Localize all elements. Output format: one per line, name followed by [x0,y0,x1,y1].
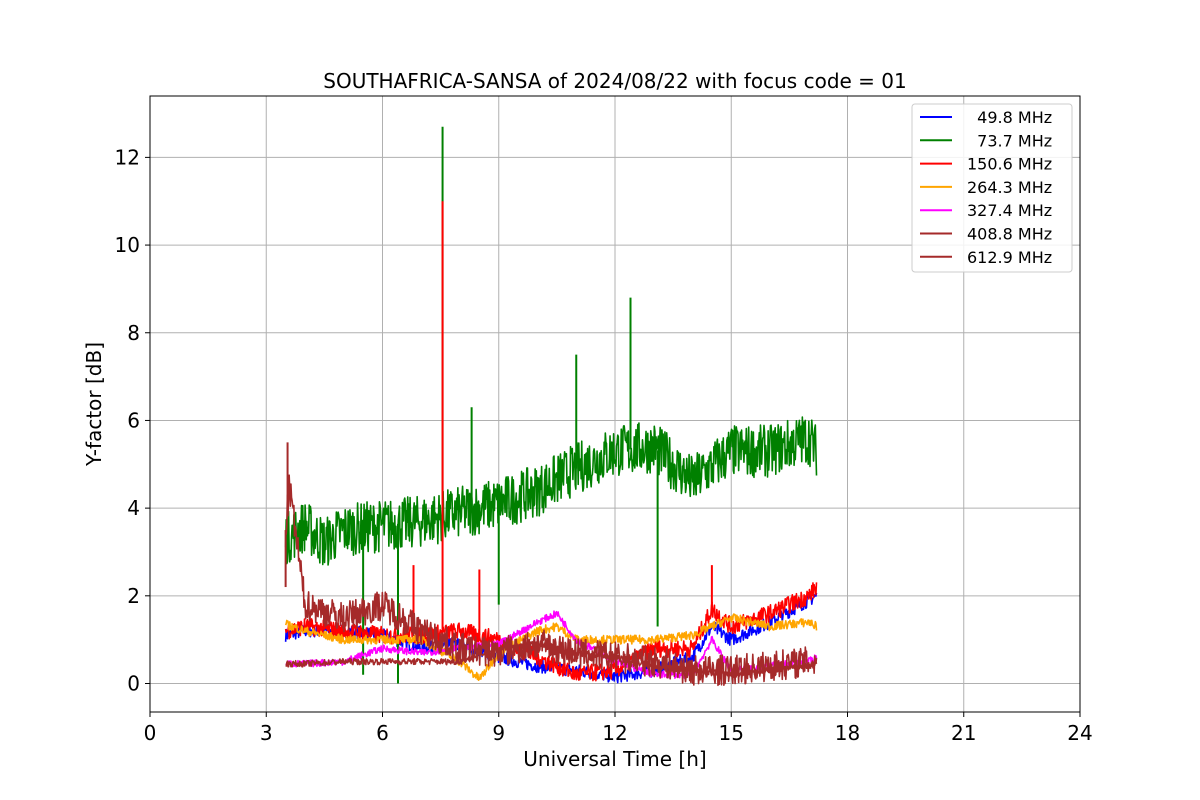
y-tick-label: 12 [115,145,140,169]
series-layer [284,126,818,687]
series-612-9-mhz [284,442,818,687]
y-tick-label: 0 [127,672,140,696]
legend-label: 150.6 MHz [967,155,1052,174]
y-tick-label: 10 [115,233,140,257]
legend-label: 264.3 MHz [967,178,1052,197]
x-tick-label: 21 [951,721,976,745]
y-tick-label: 6 [127,408,140,432]
legend-label: 49.8 MHz [967,108,1052,127]
legend-label: 612.9 MHz [967,248,1052,267]
series-line [285,474,818,687]
y-tick-label: 4 [127,496,140,520]
x-tick-label: 15 [719,721,744,745]
series-line [284,582,818,682]
legend-label: 327.4 MHz [967,201,1052,220]
x-tick-label: 24 [1067,721,1092,745]
series-150-6-mhz [284,201,818,682]
y-axis-label: Y-factor [dB] [82,342,106,467]
x-tick-label: 18 [835,721,860,745]
y-tick-label: 8 [127,321,140,345]
legend-label: 408.8 MHz [967,225,1052,244]
y-tick-label: 2 [127,584,140,608]
x-axis-label: Universal Time [h] [523,747,706,771]
legend: 49.8 MHz 73.7 MHz 150.6 MHz 264.3 MHz 327.4… [911,103,1073,273]
x-tick-label: 3 [260,721,273,745]
legend-box [911,103,1073,273]
x-tick-label: 12 [602,721,627,745]
x-tick-label: 0 [144,721,157,745]
chart-title: SOUTHAFRICA-SANSA of 2024/08/22 with foc… [323,69,907,93]
x-tick-label: 9 [492,721,505,745]
x-tick-label: 6 [376,721,389,745]
series-264-3-mhz [284,613,818,682]
legend-label: 73.7 MHz [967,131,1052,150]
series-line [284,416,818,566]
series-line [284,613,818,682]
